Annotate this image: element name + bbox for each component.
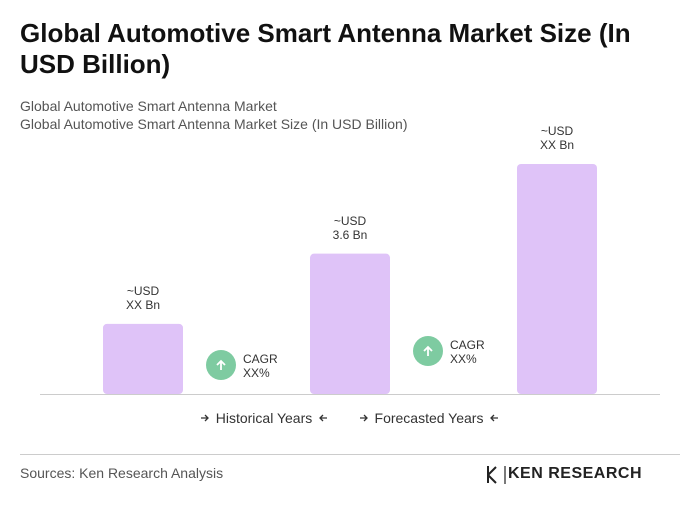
chart-title: Global Automotive Smart Antenna Market S…: [20, 18, 631, 79]
value-label: ~USD XX Bn: [125, 283, 161, 312]
cagr-arrow: [423, 345, 433, 356]
cagr-label: CAGR: [243, 352, 278, 366]
subtitle: Global Automotive Smart Antenna Market: [20, 98, 277, 114]
value-label: ~USD 3.6 Bn: [332, 213, 368, 242]
cagr-value: XX%: [243, 366, 270, 380]
value-label: ~USD XX Bn: [539, 124, 575, 152]
logo-icon: [487, 466, 506, 484]
cagr-value: XX%: [450, 352, 477, 366]
subtitle: Global Automotive Smart Antenna Market S…: [20, 116, 408, 132]
bar: [310, 253, 390, 394]
bar: [517, 164, 597, 394]
logo: KEN RESEARCH: [508, 465, 643, 482]
cagr-arrow: [216, 359, 226, 370]
cagr-label: CAGR: [450, 338, 485, 352]
legend-label: Historical Years: [216, 410, 313, 426]
source: Sources: Ken Research Analysis: [20, 465, 224, 481]
legend-arrows: [201, 414, 498, 422]
legend-label: Forecasted Years: [375, 410, 484, 426]
bar: [103, 323, 183, 394]
